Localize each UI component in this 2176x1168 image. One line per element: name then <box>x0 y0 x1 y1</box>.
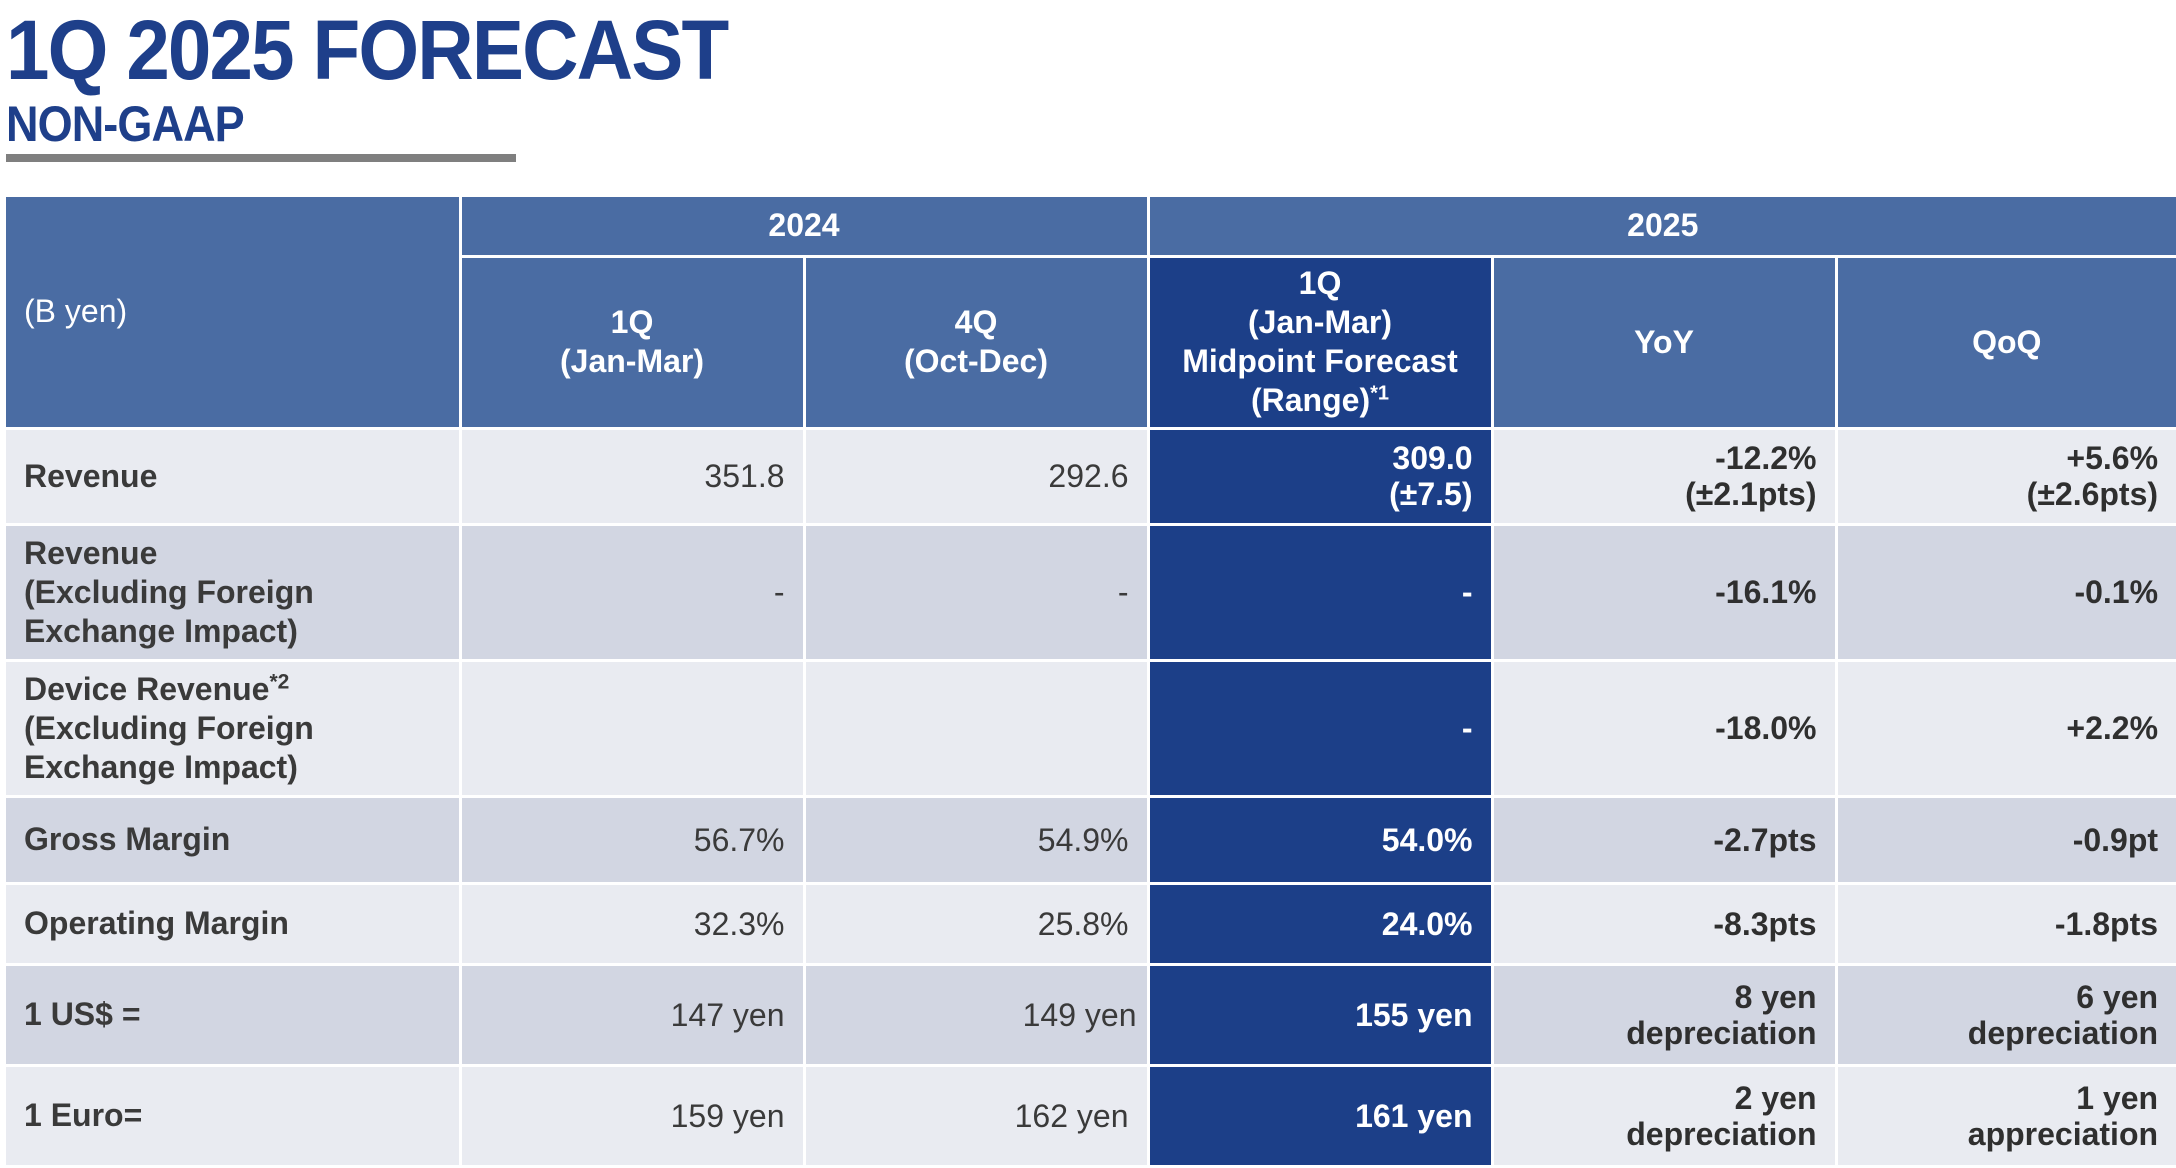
cell-qoq: +5.6% (±2.6pts) <box>1834 426 2176 526</box>
col-header-4q-2024: 4Q (Oct-Dec) <box>802 254 1150 430</box>
cell-line: +5.6% <box>2066 440 2159 476</box>
cell-yoy: -16.1% <box>1490 522 1838 662</box>
cell-yoy: -8.3pts <box>1490 881 1838 966</box>
title-underline <box>6 154 516 162</box>
table-row-usd-rate: 1 US$ = 147 yen 149 yen 155 yen 8 yen de… <box>6 962 2176 1067</box>
cell-yoy: 8 yen depreciation <box>1490 962 1838 1067</box>
col-header-line: 4Q <box>954 304 998 340</box>
cell-line: depreciation <box>1626 1115 1817 1152</box>
unit-header: (B yen) <box>6 197 462 430</box>
col-header-line: 1Q <box>1298 265 1342 301</box>
row-label: Revenue <box>6 426 462 526</box>
cell-1q-2024: 56.7% <box>458 794 806 885</box>
row-label: Operating Margin <box>6 881 462 966</box>
cell-yoy: 2 yen depreciation <box>1490 1063 1838 1168</box>
col-header-yoy: YoY <box>1490 254 1838 430</box>
footnote-marker: *1 <box>1370 382 1389 405</box>
cell-qoq: 1 yen appreciation <box>1834 1063 2176 1168</box>
cell-qoq: -1.8pts <box>1834 881 2176 966</box>
page-title: 1Q 2025 FORECAST <box>6 3 729 97</box>
cell-line: depreciation <box>1626 1014 1817 1051</box>
cell-1q-2024: 159 yen <box>458 1063 806 1168</box>
header-year-row: (B yen) 2024 2025 <box>6 197 2176 430</box>
cell-qoq: -0.1% <box>1834 522 2176 662</box>
table-row-operating-margin: Operating Margin 32.3% 25.8% 24.0% -8.3p… <box>6 881 2176 966</box>
cell-forecast: 54.0% <box>1146 794 1494 885</box>
cell-line: 8 yen <box>1734 978 1817 1015</box>
cell-line: 2 yen <box>1734 1079 1817 1116</box>
cell-4q-2024: 149 yen <box>802 962 1150 1067</box>
col-header-line: (Oct-Dec) <box>903 343 1048 379</box>
cell-qoq: -0.9pt <box>1834 794 2176 885</box>
cell-forecast: - <box>1146 522 1494 662</box>
cell-1q-2024: 351.8 <box>458 426 806 526</box>
row-label-line: Device Revenue*2 <box>24 670 459 709</box>
col-header-line: Midpoint Forecast <box>1182 343 1458 379</box>
row-label-line: Revenue <box>24 534 158 571</box>
cell-4q-2024: - <box>802 522 1150 662</box>
cell-4q-2024: 292.6 <box>802 426 1150 526</box>
cell-1q-2024 <box>458 658 806 798</box>
col-header-qoq: QoQ <box>1834 254 2176 430</box>
row-label-line: Exchange Impact) <box>24 748 298 785</box>
row-label-text: Device Revenue <box>24 670 270 707</box>
cell-qoq: +2.2% <box>1834 658 2176 798</box>
col-header-line: 1Q <box>610 304 654 340</box>
cell-4q-2024: 54.9% <box>802 794 1150 885</box>
year-header-2024: 2024 <box>458 197 1150 258</box>
cell-4q-2024 <box>802 658 1150 798</box>
table-row-revenue-excl-fx: Revenue (Excluding Foreign Exchange Impa… <box>6 522 2176 662</box>
table-row-euro-rate: 1 Euro= 159 yen 162 yen 161 yen 2 yen de… <box>6 1063 2176 1168</box>
cell-line: -12.2% <box>1715 440 1817 476</box>
row-label-line: (Excluding Foreign <box>24 709 314 746</box>
cell-line: appreciation <box>1967 1115 2159 1152</box>
table-row-device-revenue-excl-fx: Device Revenue*2 (Excluding Foreign Exch… <box>6 658 2176 798</box>
page-subtitle: NON-GAAP <box>6 96 245 152</box>
cell-4q-2024: 25.8% <box>802 881 1150 966</box>
cell-line: (±2.6pts) <box>2026 476 2159 512</box>
cell-line: 6 yen <box>2076 978 2159 1015</box>
cell-line: 309.0 <box>1392 440 1473 476</box>
col-header-line: (Jan-Mar) <box>559 343 704 379</box>
table-row-revenue: Revenue 351.8 292.6 309.0 (±7.5) -12.2% … <box>6 426 2176 526</box>
col-header-1q-2024: 1Q (Jan-Mar) <box>460 254 806 430</box>
cell-line: 1 yen <box>2076 1079 2159 1116</box>
col-header-line: (Jan-Mar) <box>1247 304 1392 340</box>
row-label-line: Exchange Impact) <box>24 612 298 649</box>
col-header-line: (Range)*1 <box>1150 381 1491 420</box>
header-column-row: 1Q (Jan-Mar) 4Q (Oct-Dec) 1Q (Jan-Mar) M… <box>6 254 2176 430</box>
table-row-gross-margin: Gross Margin 56.7% 54.9% 54.0% -2.7pts -… <box>6 794 2176 885</box>
cell-1q-2024: 147 yen <box>458 962 806 1067</box>
cell-forecast: 155 yen <box>1146 962 1494 1067</box>
forecast-table: (B yen) 2024 2025 1Q (Jan-Mar) 4Q (Oct-D… <box>6 197 2176 1168</box>
row-label: 1 Euro= <box>6 1063 462 1168</box>
footnote-marker: *2 <box>269 669 290 693</box>
cell-yoy: -18.0% <box>1490 658 1838 798</box>
cell-line: depreciation <box>1967 1014 2159 1051</box>
cell-forecast: 309.0 (±7.5) <box>1146 426 1494 526</box>
cell-line: (±2.1pts) <box>1685 476 1817 512</box>
cell-4q-2024: 162 yen <box>802 1063 1150 1168</box>
year-header-2025: 2025 <box>1146 197 2176 258</box>
cell-yoy: -12.2% (±2.1pts) <box>1490 426 1838 526</box>
cell-qoq: 6 yen depreciation <box>1834 962 2176 1067</box>
row-label-line: (Excluding Foreign <box>24 573 314 610</box>
cell-1q-2024: - <box>458 522 806 662</box>
col-header-range: (Range) <box>1250 382 1371 418</box>
cell-line: (±7.5) <box>1389 476 1473 512</box>
cell-forecast: 161 yen <box>1146 1063 1494 1168</box>
row-label: Revenue (Excluding Foreign Exchange Impa… <box>6 522 462 662</box>
row-label: 1 US$ = <box>6 962 462 1067</box>
col-header-forecast: 1Q (Jan-Mar) Midpoint Forecast (Range)*1 <box>1146 254 1494 430</box>
cell-yoy: -2.7pts <box>1490 794 1838 885</box>
row-label: Gross Margin <box>6 794 462 885</box>
row-label: Device Revenue*2 (Excluding Foreign Exch… <box>6 658 462 798</box>
cell-forecast: 24.0% <box>1146 881 1494 966</box>
cell-forecast: - <box>1146 658 1494 798</box>
cell-1q-2024: 32.3% <box>458 881 806 966</box>
